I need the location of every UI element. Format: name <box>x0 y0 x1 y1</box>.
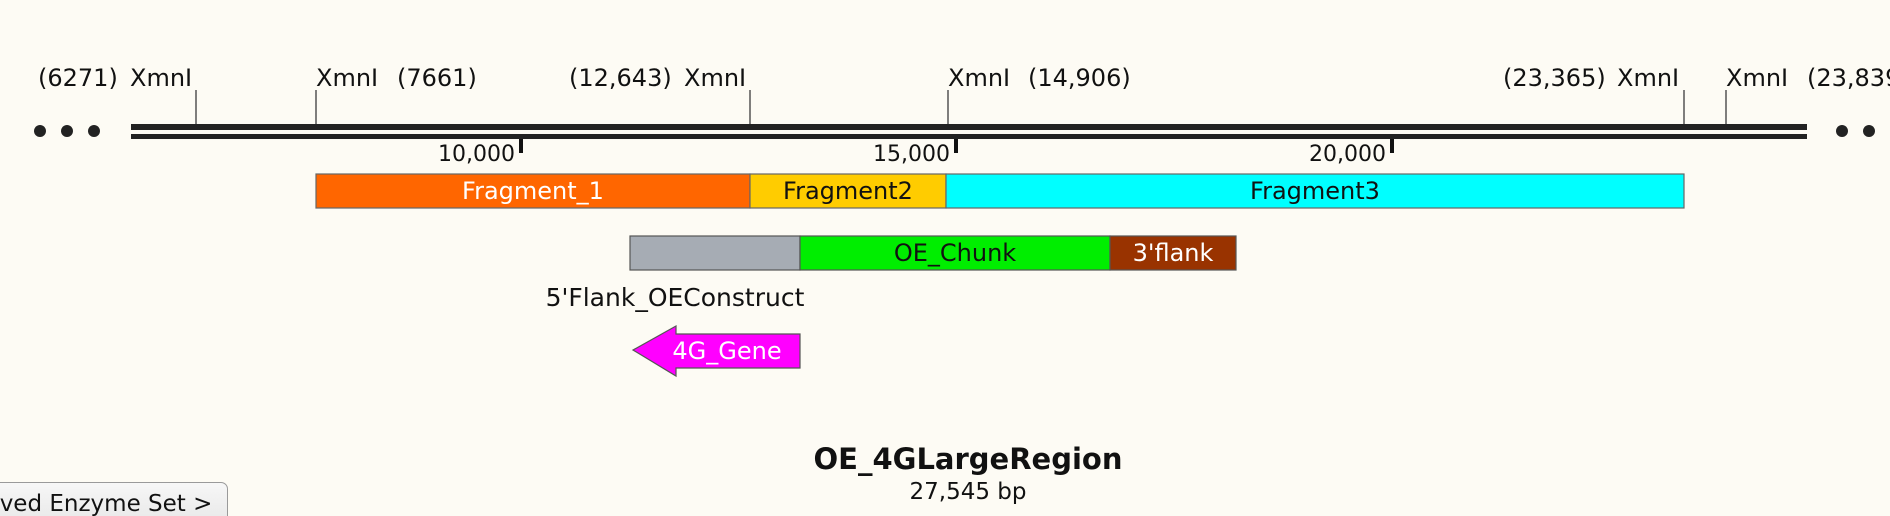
feature-fragment-1[interactable]: Fragment_1 <box>315 173 751 209</box>
feature-3-flank[interactable]: 3'flank <box>1109 235 1237 271</box>
feature-label: 3'flank <box>1133 239 1214 267</box>
feature-label: OE_Chunk <box>894 239 1016 267</box>
tick-label-10000: 10,000 <box>438 142 515 167</box>
tick-mark-10000 <box>519 139 523 153</box>
site-position-label: (12,643) <box>569 64 672 92</box>
site-position-label: (23,839) <box>1807 64 1890 92</box>
site-enzyme-label[interactable]: XmnI <box>684 64 746 92</box>
enzyme-site-lines <box>195 90 1727 124</box>
site-enzyme-label[interactable]: XmnI <box>1617 64 1679 92</box>
site-position-label: (23,365) <box>1503 64 1606 92</box>
feature-fragment-3[interactable]: Fragment3 <box>945 173 1685 209</box>
feature-label: Fragment3 <box>1250 177 1380 205</box>
site-position-label: (7661) <box>397 64 477 92</box>
feature-5-flank-oeconstruct[interactable] <box>629 235 801 271</box>
feature-oe-chunk[interactable]: OE_Chunk <box>799 235 1111 271</box>
feature-4g-gene[interactable]: 4G_Gene <box>631 324 801 378</box>
tick-mark-20000 <box>1390 139 1394 153</box>
site-enzyme-label[interactable]: XmnI <box>130 64 192 92</box>
site-position-label: (14,906) <box>1028 64 1131 92</box>
tick-label-20000: 20,000 <box>1309 142 1386 167</box>
feature-label: Fragment_1 <box>462 177 604 205</box>
tick-mark-15000 <box>954 139 958 153</box>
saved-enzyme-set-button[interactable]: Saved Enzyme Set > <box>0 482 228 516</box>
map-title: OE_4GLargeRegion <box>814 442 1123 476</box>
site-position-label: (6271) <box>38 64 118 92</box>
site-enzyme-label[interactable]: XmnI <box>948 64 1010 92</box>
left-continuation-dots <box>34 125 100 137</box>
scale-ticks <box>519 139 1394 153</box>
map-length: 27,545 bp <box>910 479 1027 505</box>
tick-label-15000: 15,000 <box>873 142 950 167</box>
sequence-backbone[interactable] <box>131 124 1807 139</box>
feature-label-5-flank[interactable]: 5'Flank_OEConstruct <box>546 283 805 312</box>
feature-label: Fragment2 <box>783 177 913 205</box>
feature-label: 4G_Gene <box>672 337 781 365</box>
right-continuation-dots <box>1836 125 1875 137</box>
site-enzyme-label[interactable]: XmnI <box>316 64 378 92</box>
site-enzyme-label[interactable]: XmnI <box>1726 64 1788 92</box>
feature-fragment-2[interactable]: Fragment2 <box>749 173 947 209</box>
